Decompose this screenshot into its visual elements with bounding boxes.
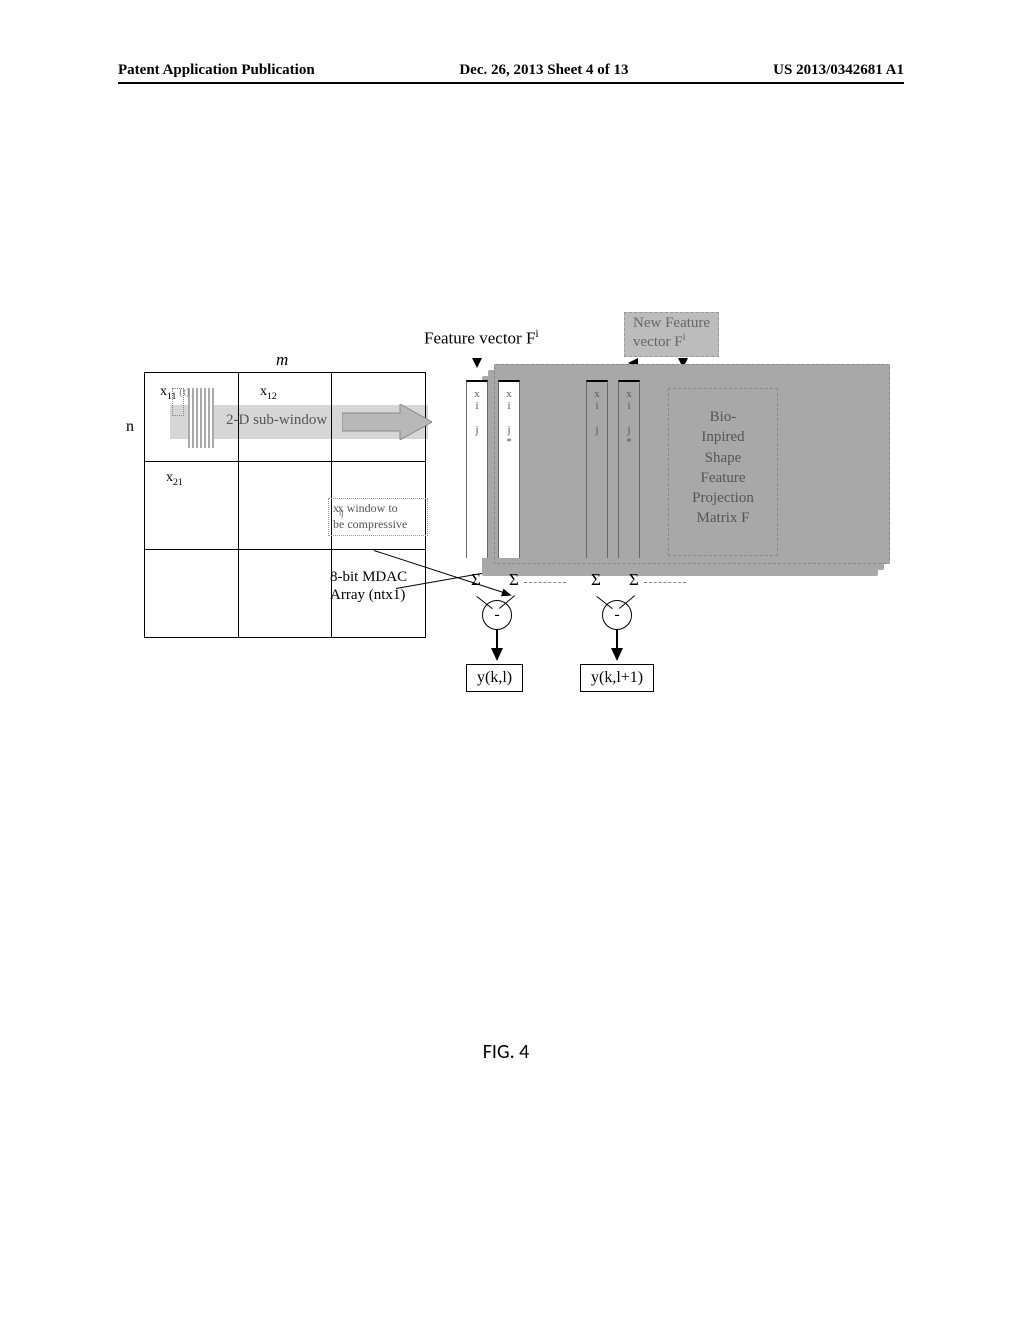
page-header: Patent Application Publication Dec. 26, …: [0, 62, 1024, 79]
mdac-label: 8-bit MDACArray (ntx1): [330, 568, 407, 604]
figure-caption: FIG. 4: [126, 1040, 886, 1064]
output-ykl1: y(k,l+1): [580, 664, 654, 692]
subtract-node: -: [482, 600, 512, 630]
grid-hline: [145, 461, 425, 462]
dash-line: [524, 582, 566, 583]
feature-column-new: xij: [586, 380, 608, 558]
sigma-sum: Σ: [586, 570, 606, 590]
cell-x12: x12: [260, 384, 277, 402]
sigma-sum: Σ: [624, 570, 644, 590]
sigma-sum: Σ: [466, 570, 486, 590]
feature-column: xij: [466, 380, 488, 558]
n-axis-label: n: [126, 418, 134, 436]
sigma-sum: Σ: [504, 570, 524, 590]
feature-column-new: xij*: [618, 380, 640, 558]
subwindow-label: 2-D sub-window: [226, 412, 327, 429]
arrow-down-icon: [491, 648, 503, 661]
big-arrow-icon: [342, 404, 432, 440]
feature-column: xij*: [498, 380, 520, 558]
dash-line: [644, 582, 686, 583]
connector-line: [616, 630, 618, 650]
new-feature-vector-label: New Feature vector Fi: [624, 312, 719, 357]
feature-vector-label: Feature vector Fi: [424, 326, 539, 349]
header-right: US 2013/0342681 A1: [773, 62, 904, 79]
bio-projection-matrix-box: Bio- Inpired Shape Feature Projection Ma…: [668, 388, 778, 556]
header-left: Patent Application Publication: [118, 62, 315, 79]
xij-annotation: xijx window to be compressive: [328, 498, 428, 536]
connector-line: [496, 630, 498, 650]
arrow-down-icon: [472, 358, 482, 368]
subtract-node: -: [602, 600, 632, 630]
output-ykl: y(k,l): [466, 664, 523, 692]
header-center: Dec. 26, 2013 Sheet 4 of 13: [459, 62, 628, 79]
header-rule: [118, 82, 904, 84]
cell-x21: x21: [166, 470, 183, 488]
cell-x11: x11 (t): [160, 384, 190, 402]
grid-hline: [145, 549, 425, 550]
figure-4: m n x11 (t) x12 x21 2-D sub-window xijx …: [126, 280, 886, 760]
arrow-down-icon: [611, 648, 623, 661]
m-axis-label: m: [276, 350, 288, 370]
